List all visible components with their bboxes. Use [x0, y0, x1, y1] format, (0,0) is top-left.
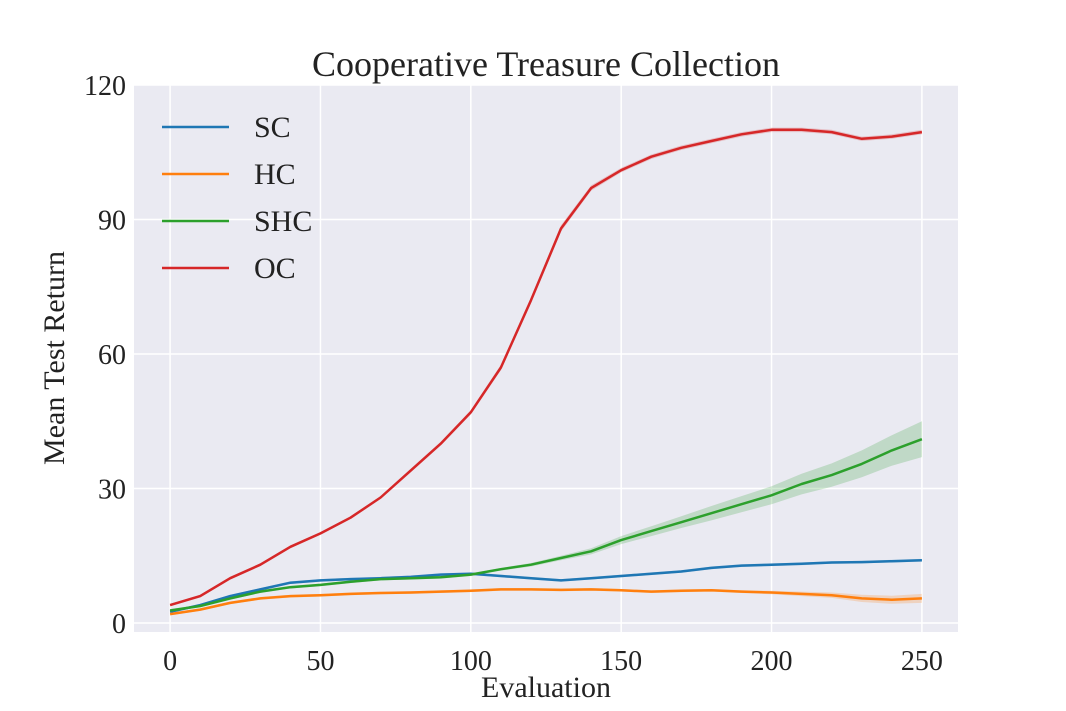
x-tick-label: 150 [600, 646, 642, 677]
legend-label-shc: SHC [254, 205, 312, 238]
legend-label-oc: OC [254, 252, 296, 285]
y-tick-label: 0 [112, 609, 126, 640]
y-tick-label: 90 [98, 206, 126, 237]
series-lines [169, 128, 923, 616]
x-tick-label: 50 [306, 646, 334, 677]
tick-labels: 0 50 100 150 200 250 0 30 60 90 120 [84, 71, 943, 677]
x-tick-label: 0 [163, 646, 177, 677]
series-line-sc [169, 559, 922, 614]
legend: SC HC SHC OC [162, 111, 312, 285]
legend-label-sc: SC [254, 111, 291, 144]
y-tick-label: 60 [98, 340, 126, 371]
y-tick-label: 120 [84, 71, 126, 102]
series-line-oc [169, 128, 923, 607]
series-line-hc [169, 588, 922, 616]
x-axis-label: Evaluation [481, 671, 611, 704]
x-tick-label: 250 [901, 646, 943, 677]
series-line-shc [169, 438, 923, 612]
y-axis-label: Mean Test Return [38, 251, 71, 465]
legend-label-hc: HC [254, 158, 296, 191]
band-hc [170, 588, 922, 616]
x-tick-label: 200 [751, 646, 793, 677]
x-tick-label: 100 [450, 646, 492, 677]
y-tick-label: 30 [98, 475, 126, 506]
confidence-bands [170, 127, 922, 616]
plot-background [134, 85, 958, 632]
chart-title: Cooperative Treasure Collection [312, 44, 780, 84]
grid-lines [134, 84, 958, 632]
